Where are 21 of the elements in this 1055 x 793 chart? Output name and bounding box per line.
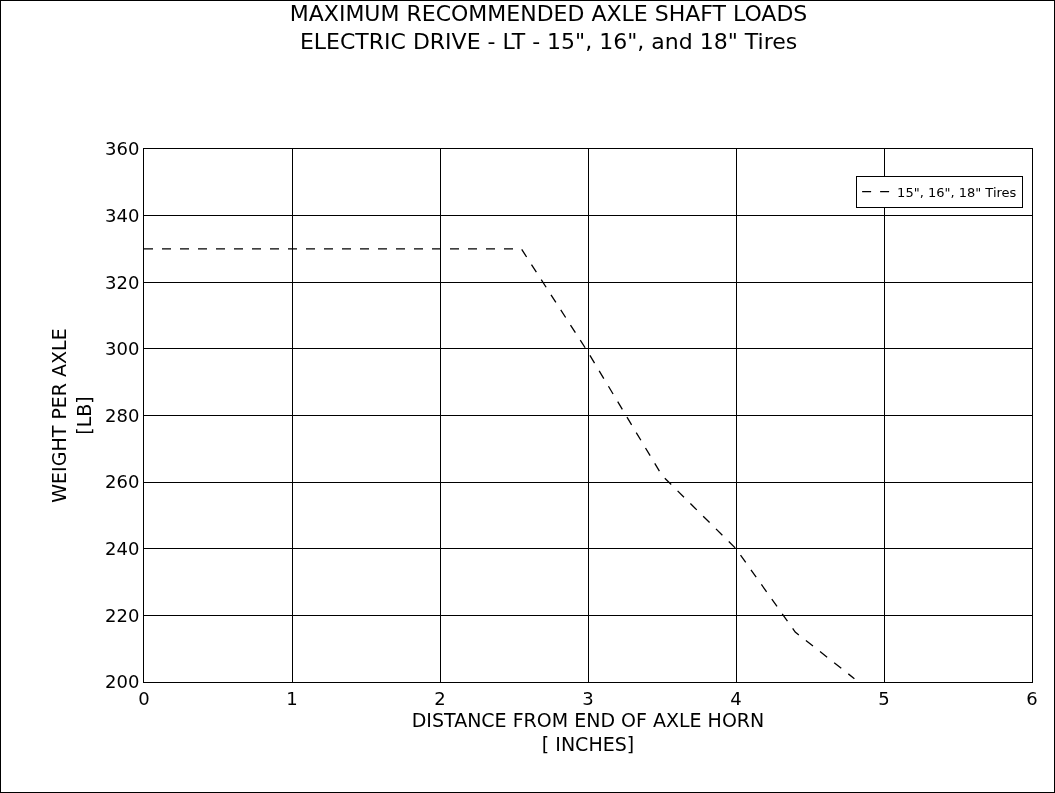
y-tick-label: 220 (105, 604, 140, 626)
x-tick-label: 0 (138, 687, 150, 709)
x-tick-label: 1 (286, 687, 298, 709)
x-tick-label: 6 (1026, 687, 1038, 709)
y-tick-label: 240 (105, 538, 140, 560)
y-tick-label: 340 (105, 204, 140, 226)
y-tick-label: 280 (105, 404, 140, 426)
x-tick-label: 5 (878, 687, 890, 709)
legend-label: 15", 16", 18" Tires (897, 184, 1017, 200)
x-tick-label: 3 (582, 687, 594, 709)
chart-title: MAXIMUM RECOMMENDED AXLE SHAFT LOADS (289, 0, 808, 26)
x-axis-title: DISTANCE FROM END OF AXLE HORN [ INCHES] (411, 708, 765, 756)
y-tick-label: 260 (105, 471, 140, 493)
x-tick-label: 4 (730, 687, 742, 709)
y-tick-label: 200 (105, 671, 140, 693)
y-tick-label: 320 (105, 271, 140, 293)
x-tick-label: 2 (434, 687, 446, 709)
y-tick-label: 360 (105, 138, 140, 160)
chart-subtitle: ELECTRIC DRIVE - LT - 15", 16", and 18" Tires (299, 29, 798, 55)
y-axis-title: WEIGHT PER AXLE [LB] (48, 328, 95, 503)
y-tick-label: 300 (105, 338, 140, 360)
